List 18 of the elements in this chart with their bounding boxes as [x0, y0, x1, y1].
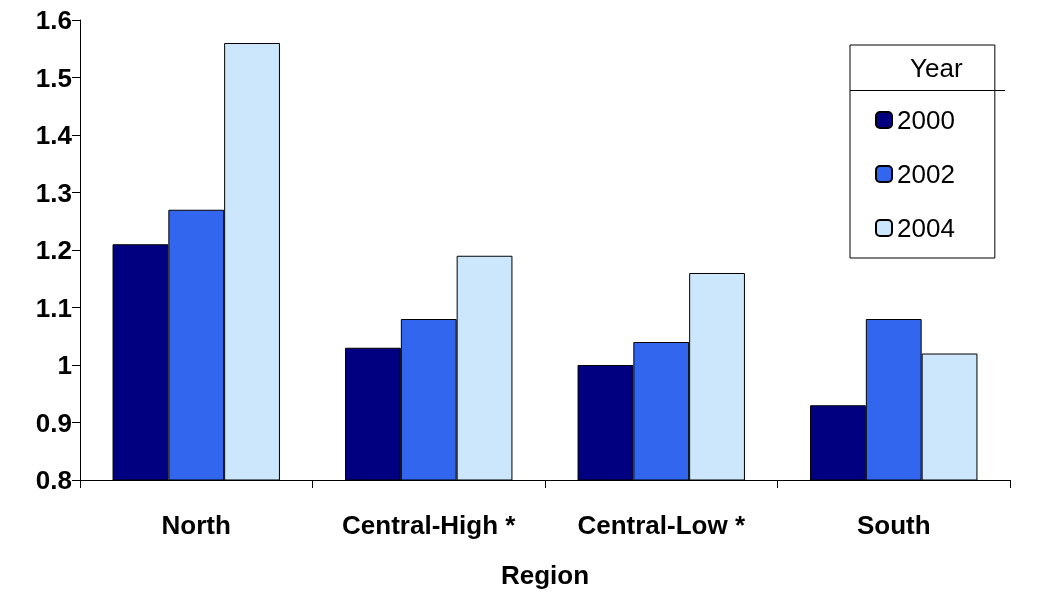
y-tick-label: 0.9	[35, 407, 72, 438]
legend-label: 2002	[897, 159, 955, 189]
y-tick-label: 1.3	[35, 177, 72, 208]
x-tick-label: Central-Low *	[577, 510, 746, 540]
y-tick-label: 1.4	[35, 120, 73, 150]
y-tick-label: 1	[57, 350, 72, 380]
x-tick-label: South	[856, 510, 931, 540]
x-tick-label: Central-High *	[342, 510, 517, 540]
x-axis-title: Region	[500, 560, 590, 590]
y-tick-label: 1.6	[35, 5, 72, 35]
y-tick-label: 1.1	[35, 292, 72, 323]
legend-label: 2004	[897, 213, 955, 243]
legend-label: 2000	[897, 105, 955, 135]
y-tick-label: 1.2	[35, 235, 72, 265]
x-tick-label: North	[161, 510, 231, 540]
y-tick-label: 1.5	[35, 62, 72, 93]
y-tick-label: 0.8	[35, 465, 72, 495]
legend-title: Year	[910, 53, 963, 83]
